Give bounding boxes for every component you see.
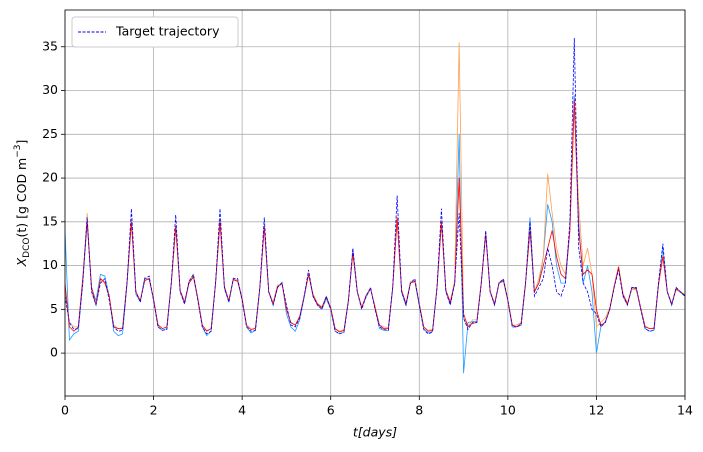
x-tick-label: 12 [588, 403, 604, 418]
x-tick-label: 8 [415, 403, 423, 418]
y-tick-label: 5 [50, 301, 58, 316]
y-axis-label: XDCO(t) [g COD m−3] [13, 140, 32, 268]
y-label-symbol: X [14, 257, 29, 267]
y-tick-label: 35 [42, 38, 58, 53]
legend-box [71, 16, 239, 48]
y-label-subscript: DCO [22, 238, 32, 258]
plot-lines [65, 38, 685, 374]
x-tick-label: 4 [238, 403, 246, 418]
y-tick-label: 25 [42, 126, 58, 141]
x-tick-label: 10 [500, 403, 516, 418]
y-label-close: ] [14, 140, 29, 145]
y-tick-label: 30 [42, 82, 58, 97]
legend-label: Target trajectory [115, 24, 220, 39]
legend: Target trajectory [71, 16, 239, 48]
y-tick-label: 0 [50, 345, 58, 360]
x-tick-label: 14 [677, 403, 693, 418]
y-tick-label: 20 [42, 170, 58, 185]
ticks: 0 2 4 6 8 10 12 14 0 5 10 15 20 25 30 35 [42, 38, 693, 417]
y-tick-label: 10 [42, 257, 58, 272]
y-label-superscript: −3 [13, 144, 23, 157]
x-tick-label: 2 [150, 403, 158, 418]
series-line [65, 38, 685, 335]
grid [64, 10, 686, 396]
y-tick-label: 15 [42, 213, 58, 228]
y-label-text: (t) [g COD m [14, 158, 29, 238]
plot-frame [64, 9, 686, 397]
x-tick-label: 0 [61, 403, 69, 418]
x-tick-label: 6 [327, 403, 335, 418]
x-axis-label: t[days] [353, 425, 397, 440]
